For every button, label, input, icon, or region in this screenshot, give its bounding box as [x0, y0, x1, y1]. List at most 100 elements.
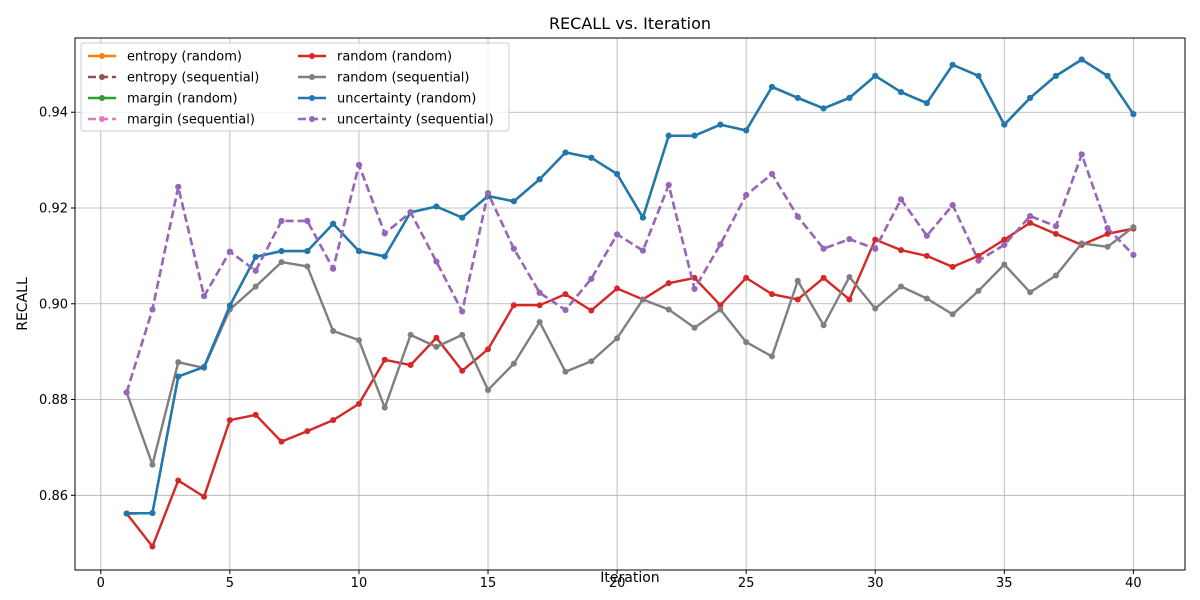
y-tick-label: 0.90	[39, 297, 68, 312]
legend-marker	[309, 95, 315, 101]
data-point	[149, 510, 156, 517]
data-point	[407, 362, 414, 369]
x-tick-label: 35	[996, 576, 1013, 591]
data-point	[1027, 94, 1034, 101]
data-point	[330, 265, 337, 272]
data-point	[201, 363, 208, 370]
legend-label: uncertainty (random)	[337, 92, 476, 107]
data-point	[175, 359, 182, 366]
data-point	[872, 72, 879, 79]
legend-item: entropy (random)	[88, 50, 242, 65]
grid	[75, 38, 1185, 570]
data-point	[485, 190, 492, 197]
data-point	[226, 302, 233, 309]
data-point	[536, 289, 543, 296]
legend-item: random (sequential)	[298, 71, 469, 86]
data-point	[1001, 236, 1008, 243]
data-point	[459, 214, 466, 221]
data-point	[175, 373, 182, 380]
data-point	[820, 105, 827, 112]
data-point	[639, 214, 646, 221]
series-1	[123, 151, 1137, 396]
series-layer	[123, 56, 1137, 550]
data-point	[304, 248, 311, 255]
data-point	[872, 236, 879, 243]
data-point	[949, 61, 956, 68]
legend-marker	[309, 53, 315, 59]
x-tick-label: 0	[97, 576, 105, 591]
series-7	[123, 151, 1137, 396]
data-point	[278, 217, 285, 224]
data-point	[639, 247, 646, 254]
data-point	[691, 274, 698, 281]
legend-label: entropy (random)	[127, 50, 242, 65]
legend-marker	[99, 74, 105, 80]
data-point	[665, 280, 672, 287]
y-tick-label: 0.88	[39, 393, 68, 408]
series-3	[123, 151, 1137, 396]
series-4	[123, 219, 1137, 550]
data-point	[149, 306, 156, 313]
y-tick-label: 0.92	[39, 201, 68, 216]
data-point	[794, 94, 801, 101]
series-line	[125, 226, 1135, 466]
x-tick-label: 30	[867, 576, 884, 591]
data-point	[923, 100, 930, 107]
data-point	[252, 253, 259, 260]
data-point	[485, 346, 492, 353]
series-line	[125, 153, 1135, 393]
data-point	[407, 209, 414, 216]
data-point	[872, 245, 879, 252]
data-point	[1104, 230, 1111, 237]
data-point	[846, 296, 853, 303]
legend-item: uncertainty (random)	[298, 92, 476, 107]
data-point	[949, 202, 956, 209]
y-axis-label: RECALL	[15, 277, 31, 331]
legend-box	[80, 42, 510, 132]
data-point	[588, 307, 595, 314]
data-point	[717, 241, 724, 248]
data-point	[536, 176, 543, 183]
data-point	[1027, 219, 1034, 226]
data-point	[226, 248, 233, 255]
data-point	[330, 220, 337, 227]
data-point	[1078, 151, 1085, 158]
data-point	[743, 192, 750, 199]
data-point	[407, 331, 414, 338]
data-point	[794, 213, 801, 220]
data-point	[975, 72, 982, 79]
data-point	[691, 132, 698, 139]
data-point	[975, 287, 982, 294]
data-point	[123, 510, 130, 517]
data-point	[1027, 289, 1034, 296]
data-point	[614, 285, 621, 292]
data-point	[665, 182, 672, 189]
data-point	[510, 302, 517, 309]
data-point	[1104, 243, 1111, 250]
series-line	[126, 58, 1135, 515]
data-point	[665, 132, 672, 139]
series-line	[125, 221, 1134, 548]
legend-marker	[309, 74, 315, 80]
data-point	[691, 285, 698, 292]
data-point	[201, 293, 208, 300]
data-point	[252, 283, 259, 290]
series-line	[125, 153, 1135, 393]
data-point	[820, 322, 827, 329]
data-point	[639, 296, 646, 303]
legend-marker	[99, 95, 105, 101]
data-point	[846, 94, 853, 101]
data-point	[768, 170, 775, 177]
y-tick-label: 0.86	[39, 489, 68, 504]
data-point	[898, 283, 905, 290]
data-point	[949, 263, 956, 270]
data-point	[381, 356, 388, 363]
data-point	[278, 259, 285, 266]
data-point	[1052, 272, 1059, 279]
data-point	[355, 337, 362, 344]
data-point	[510, 198, 517, 205]
data-point	[975, 252, 982, 259]
data-point	[898, 89, 905, 96]
legend-label: entropy (sequential)	[127, 71, 259, 86]
data-point	[975, 257, 982, 264]
